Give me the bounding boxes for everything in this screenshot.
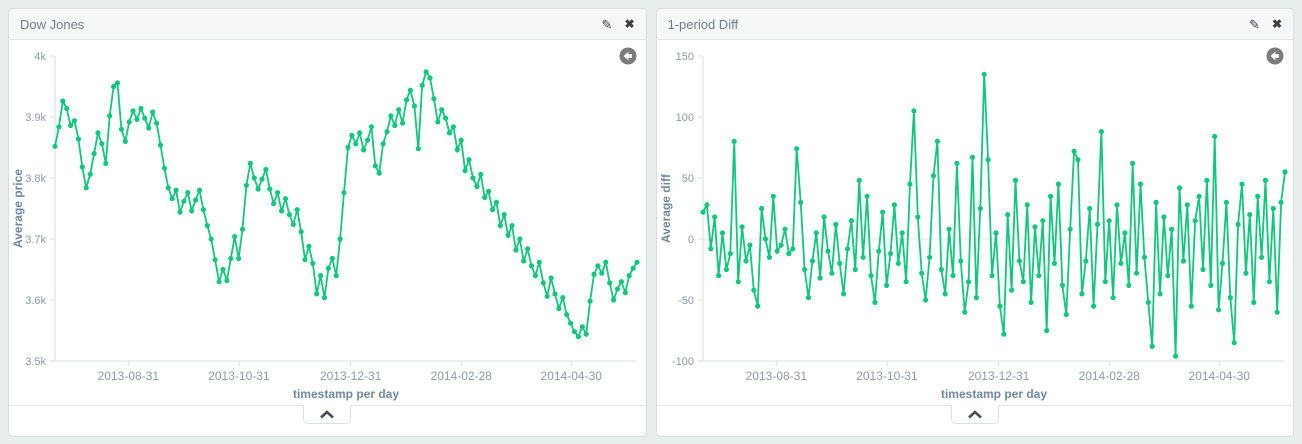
edit-pencil-icon[interactable]: ✎ [601,16,613,32]
svg-text:150: 150 [675,51,693,63]
panel-footer [657,405,1294,436]
svg-text:-100: -100 [671,356,693,368]
svg-text:2014-02-28: 2014-02-28 [1078,369,1140,383]
edit-pencil-icon[interactable]: ✎ [1249,16,1260,32]
svg-text:50: 50 [681,173,693,185]
svg-text:3.7k: 3.7k [25,234,46,246]
panel-title: Dow Jones [20,16,85,32]
back-circle-arrow-icon[interactable] [1266,47,1284,65]
back-circle-arrow-icon[interactable] [619,47,637,65]
panel-header: 1-period Diff ✎ ✖ [656,9,1293,40]
svg-text:2013-08-31: 2013-08-31 [98,369,160,383]
svg-text:100: 100 [675,112,693,124]
panel-actions: ✎ ✖ [602,18,635,31]
svg-text:timestamp per day: timestamp per day [940,387,1046,401]
visualization-area: 3.5k 3.6k 3.7k 3.8k 3.9k 4k 2013-08-31 2013-10-… [9,40,646,406]
dow-jones-line-chart[interactable]: 3.5k 3.6k 3.7k 3.8k 3.9k 4k 2013-08-31 2013-10-… [9,40,646,405]
panel-one-period-diff: 1-period Diff ✎ ✖ -100 -50 0 50 100 150 2013-0… [655,8,1294,437]
panel-header: Dow Jones ✎ ✖ [9,9,646,40]
svg-text:-50: -50 [678,295,694,307]
svg-text:2013-12-31: 2013-12-31 [967,369,1029,383]
svg-text:2014-04-30: 2014-04-30 [541,369,603,383]
visualization-area: -100 -50 0 50 100 150 2013-08-31 2013-10-31 2013… [656,40,1294,406]
svg-text:2014-02-28: 2014-02-28 [431,369,493,383]
close-icon[interactable]: ✖ [1271,17,1282,31]
close-icon[interactable]: ✖ [624,17,635,31]
svg-text:3.8k: 3.8k [25,173,46,185]
collapse-chevron-button[interactable] [950,405,999,424]
svg-text:3.5k: 3.5k [25,356,46,368]
svg-text:4k: 4k [34,51,46,63]
svg-text:2013-12-31: 2013-12-31 [320,369,382,383]
svg-text:2013-10-31: 2013-10-31 [208,369,270,383]
svg-text:3.6k: 3.6k [25,295,46,307]
panel-dow-jones: Dow Jones ✎ ✖ 3.5k 3.6k 3.7k 3.8k 3.9k 4k 2013… [8,8,647,437]
svg-text:2013-08-31: 2013-08-31 [745,369,807,383]
svg-text:2014-04-30: 2014-04-30 [1188,369,1250,383]
panel-title: 1-period Diff [667,16,739,32]
svg-text:Average diff: Average diff [659,173,673,243]
collapse-chevron-button[interactable] [303,405,352,424]
one-period-diff-line-chart[interactable]: -100 -50 0 50 100 150 2013-08-31 2013-10-31 2013… [657,40,1294,405]
svg-text:0: 0 [687,234,693,246]
panel-footer [9,405,646,436]
svg-text:Average price: Average price [11,169,25,248]
svg-text:2013-10-31: 2013-10-31 [856,369,918,383]
svg-text:3.9k: 3.9k [25,112,46,124]
svg-text:timestamp per day: timestamp per day [293,387,399,401]
panel-actions: ✎ ✖ [1249,18,1282,31]
